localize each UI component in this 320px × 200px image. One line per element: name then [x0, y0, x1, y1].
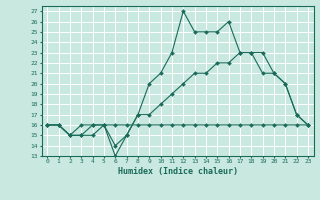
X-axis label: Humidex (Indice chaleur): Humidex (Indice chaleur)	[118, 167, 237, 176]
